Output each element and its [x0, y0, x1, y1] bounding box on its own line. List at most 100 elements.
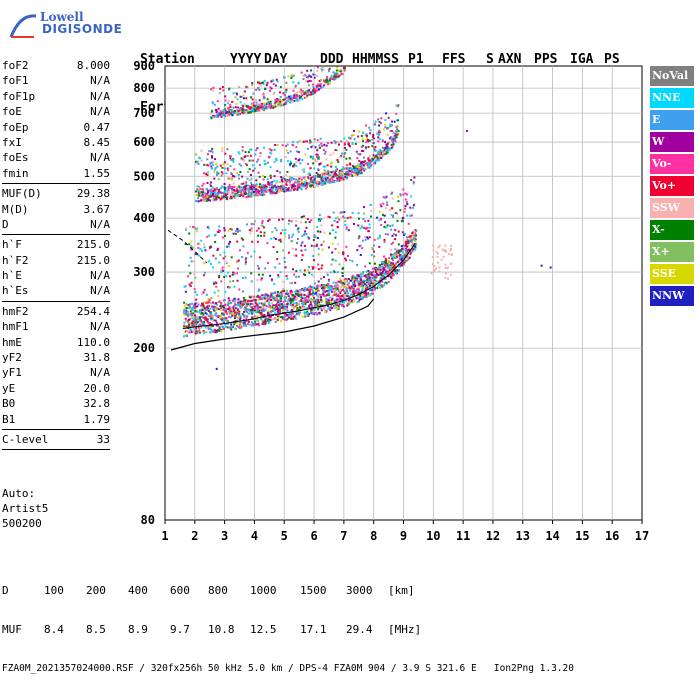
echo-point [298, 186, 301, 189]
echo-point [367, 146, 370, 148]
x-tick-label: 17 [635, 529, 649, 543]
param-value: 31.8 [83, 351, 111, 365]
echo-point [245, 257, 248, 260]
echo-point [378, 245, 381, 248]
echo-point [261, 222, 264, 225]
param-value: N/A [90, 366, 110, 380]
echo-point [353, 275, 356, 278]
echo-point [301, 182, 303, 185]
echo-point [315, 171, 318, 174]
echo-point [404, 205, 407, 207]
echo-point [229, 326, 232, 329]
y-tick-label: 200 [133, 341, 155, 355]
echo-point [342, 215, 345, 218]
echo-point [215, 163, 218, 166]
echo-point [305, 294, 308, 297]
echo-point [278, 187, 281, 189]
echo-point [362, 281, 365, 284]
echo-point [230, 178, 233, 181]
echo-point [213, 103, 216, 106]
echo-point [390, 138, 393, 141]
echo-point [211, 151, 214, 154]
echo-point [392, 143, 395, 146]
echo-point [411, 243, 414, 246]
echo-point [220, 324, 223, 327]
echo-point [333, 173, 336, 176]
echo-point [344, 292, 347, 295]
echo-point [319, 293, 322, 296]
echo-point [330, 165, 333, 168]
echo-point [296, 297, 298, 300]
echo-point [290, 293, 293, 296]
echo-point [255, 191, 258, 194]
x-tick-label: 16 [605, 529, 619, 543]
echo-point [292, 182, 295, 185]
echo-point [205, 319, 208, 322]
echo-point [259, 152, 262, 155]
echo-point [356, 173, 359, 176]
echo-point [313, 178, 316, 181]
echo-point [329, 180, 332, 183]
echo-point [413, 248, 416, 251]
echo-point [205, 172, 208, 175]
echo-point [399, 193, 402, 195]
param-row-muf-d-: MUF(D) 29.38 [2, 186, 110, 201]
echo-point [218, 92, 221, 95]
param-row-foes: foEs N/A [2, 150, 110, 165]
echo-cloud [183, 66, 552, 370]
echo-point [226, 319, 229, 322]
echo-point [301, 180, 304, 183]
echo-point [197, 191, 200, 194]
echo-point [222, 192, 225, 195]
echo-point [327, 304, 329, 307]
echo-point [327, 286, 330, 289]
echo-point [303, 315, 306, 318]
auto-version: 500200 [2, 517, 42, 530]
echo-point [295, 95, 298, 98]
param-label: C-level [2, 432, 49, 446]
echo-point [291, 188, 294, 191]
echo-point [346, 167, 349, 169]
echo-point [310, 244, 313, 247]
param-row-b1: B1 1.79 [2, 412, 110, 427]
echo-point [384, 141, 387, 144]
echo-point [264, 322, 267, 325]
echo-point [394, 140, 397, 143]
echo-point [209, 302, 212, 305]
echo-point [305, 226, 308, 229]
echo-point [231, 312, 234, 315]
echo-point [339, 286, 342, 289]
echo-point [360, 224, 363, 227]
echo-point [413, 231, 416, 234]
echo-point [281, 304, 284, 307]
x-tick-label: 6 [310, 529, 317, 543]
echo-point [411, 232, 414, 234]
echo-point [388, 269, 391, 272]
echo-point [373, 255, 376, 258]
echo-point [412, 233, 415, 236]
echo-point [450, 245, 453, 248]
echo-point [333, 180, 336, 183]
echo-point [308, 221, 311, 224]
echo-point [231, 114, 234, 117]
echo-point [294, 290, 297, 293]
x-tick-label: 1 [161, 529, 168, 543]
echo-point [244, 185, 247, 188]
echo-point [387, 281, 390, 283]
echo-point [223, 114, 226, 117]
echo-point [339, 292, 342, 295]
echo-point [326, 164, 329, 167]
echo-point [215, 109, 218, 112]
echo-point [279, 320, 282, 323]
echo-point [284, 94, 286, 97]
echo-point [242, 320, 245, 323]
echo-point [296, 307, 299, 310]
echo-point [262, 108, 265, 111]
echo-point [343, 282, 346, 285]
echo-point [183, 335, 185, 338]
echo-point [343, 66, 346, 69]
echo-point [227, 99, 230, 102]
echo-point [250, 323, 253, 325]
echo-point [309, 308, 312, 311]
echo-point [341, 299, 344, 302]
